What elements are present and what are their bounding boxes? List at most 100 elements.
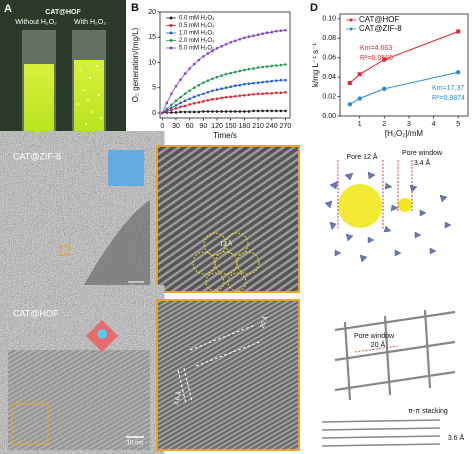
point	[170, 92, 173, 96]
point	[284, 28, 287, 32]
x-tick-label: 4	[432, 121, 436, 128]
point	[229, 40, 233, 44]
x-tick-label: 0	[160, 123, 164, 130]
x-tick-label: 210	[252, 123, 264, 130]
x-tick-label: 30	[172, 123, 180, 130]
series-line	[162, 79, 286, 114]
point	[275, 79, 278, 82]
point	[229, 110, 233, 113]
annotation: Km=4.663	[360, 45, 392, 52]
point	[197, 110, 201, 114]
point	[188, 110, 191, 114]
window-label: Pore window	[402, 150, 443, 157]
point	[183, 72, 187, 75]
point	[192, 62, 196, 66]
legend-label: 1.0 mM H₂O₂	[179, 31, 215, 37]
point	[252, 109, 255, 113]
point	[261, 65, 264, 69]
point	[347, 102, 353, 107]
point	[211, 77, 214, 80]
point	[202, 110, 205, 113]
point	[197, 83, 201, 87]
point	[243, 93, 246, 97]
window-lines	[354, 345, 399, 353]
point	[220, 110, 223, 113]
point	[265, 109, 269, 113]
point	[256, 109, 260, 113]
point	[284, 109, 287, 113]
y-tick-label: 0.02	[322, 93, 336, 100]
point	[270, 64, 274, 68]
point	[238, 37, 242, 41]
point	[211, 49, 214, 53]
legend-label: 0.5 mM H₂O₂	[179, 23, 215, 29]
point	[382, 57, 387, 62]
point	[265, 65, 269, 68]
fit-line	[349, 31, 459, 84]
point	[174, 84, 178, 88]
photo-label: With H₂O₂	[74, 19, 106, 26]
point	[357, 96, 362, 101]
window-label: Pore window	[354, 333, 395, 340]
point	[170, 108, 173, 112]
x-tick-label: 180	[239, 123, 251, 130]
stacking-layers	[321, 419, 441, 447]
x-axis-label: [H₂O₂]/mM	[385, 129, 424, 138]
y-tick-label: 0.06	[322, 55, 336, 62]
point	[174, 104, 178, 107]
point	[275, 29, 278, 33]
point	[165, 107, 169, 111]
point	[170, 111, 173, 114]
point	[183, 99, 187, 103]
legend-marker	[169, 31, 173, 35]
point	[243, 82, 246, 86]
point	[256, 66, 260, 69]
series-line	[162, 64, 286, 114]
point	[174, 99, 178, 103]
point	[238, 110, 242, 113]
point	[179, 96, 182, 99]
point	[279, 91, 283, 95]
photo-title: CAT@HOF	[45, 9, 81, 16]
point	[261, 109, 264, 113]
liquid	[74, 60, 104, 136]
measure-lines	[177, 324, 263, 405]
point	[192, 95, 196, 99]
point	[174, 107, 178, 110]
point	[238, 69, 242, 73]
tem-particle	[80, 200, 150, 292]
point	[215, 110, 219, 113]
panel-label: B	[131, 2, 139, 14]
point	[215, 75, 219, 79]
x-axis-label: Time/s	[213, 131, 237, 140]
point	[224, 86, 228, 90]
point	[238, 83, 242, 87]
series-line	[162, 91, 286, 114]
point	[206, 52, 210, 55]
point	[170, 106, 173, 110]
point	[179, 101, 182, 105]
plot-frame	[339, 13, 469, 117]
point	[233, 84, 237, 87]
y-tick-label: 0	[152, 110, 156, 117]
point	[224, 43, 228, 46]
point	[220, 87, 223, 91]
point	[256, 33, 260, 37]
point	[211, 110, 214, 113]
zoom-box	[11, 403, 49, 445]
point	[215, 88, 219, 92]
point	[347, 80, 352, 85]
point	[265, 91, 269, 95]
legend-marker	[349, 27, 353, 31]
legend-label: 0.0 mM H₂O₂	[179, 16, 215, 22]
tem-zoom	[156, 299, 300, 451]
x-tick-label: 120	[211, 123, 223, 130]
point	[211, 89, 214, 93]
point	[197, 93, 201, 97]
point	[261, 92, 264, 96]
panel-label: C	[2, 144, 10, 156]
point	[183, 110, 187, 114]
point	[247, 93, 251, 97]
point	[188, 67, 191, 70]
point	[284, 90, 287, 94]
